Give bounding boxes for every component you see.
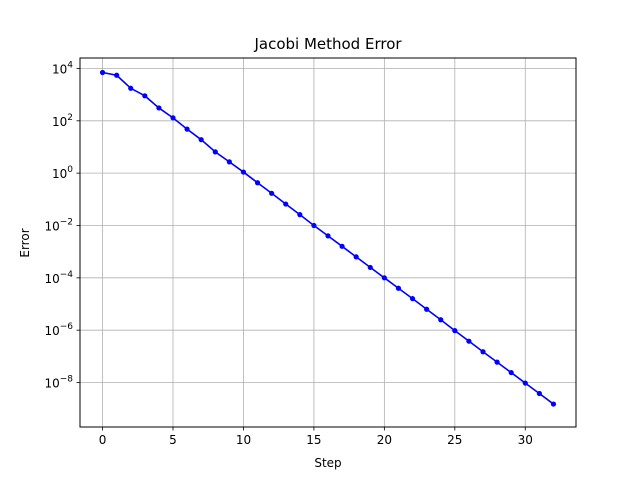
data-point xyxy=(311,222,317,229)
x-axis-ticks: 0 5 10 15 20 25 30 xyxy=(99,427,533,447)
data-point xyxy=(494,359,500,365)
data-point xyxy=(226,159,232,165)
data-point xyxy=(184,126,190,132)
y-tick-base: 10 xyxy=(44,324,59,338)
data-point xyxy=(114,72,120,78)
x-tick-label: 0 xyxy=(99,433,107,447)
data-point xyxy=(156,105,162,111)
data-point xyxy=(480,349,486,355)
y-tick-label: 10−8 xyxy=(44,375,73,391)
x-tick-label: 30 xyxy=(518,433,533,447)
data-point xyxy=(508,369,514,376)
data-point xyxy=(466,338,472,344)
y-tick-base: 10 xyxy=(44,219,59,233)
plot-frame xyxy=(79,57,577,428)
y-tick-base: 10 xyxy=(52,115,67,129)
data-point xyxy=(254,180,261,186)
y-tick-base: 10 xyxy=(44,272,59,286)
y-tick-exponent: 2 xyxy=(67,113,73,123)
data-point xyxy=(142,93,148,99)
series-layer xyxy=(99,69,557,407)
data-point xyxy=(99,69,106,76)
y-tick-label: 10−4 xyxy=(44,270,73,286)
y-tick-base: 10 xyxy=(52,62,67,76)
y-tick-label: 102 xyxy=(52,113,73,129)
grid-lines xyxy=(80,58,576,427)
y-tick-exponent: 0 xyxy=(67,165,73,175)
data-point xyxy=(170,115,176,121)
y-tick-label: 104 xyxy=(52,60,73,76)
y-axis-label: Error xyxy=(18,228,32,257)
data-point xyxy=(198,137,204,143)
data-point xyxy=(283,201,289,207)
x-tick-label: 20 xyxy=(377,433,392,447)
data-point xyxy=(325,233,331,239)
data-point xyxy=(424,306,430,312)
y-tick-label: 10−6 xyxy=(44,322,73,338)
y-tick-base: 10 xyxy=(52,167,67,181)
y-tick-exponent: 4 xyxy=(67,60,73,70)
x-tick-label: 5 xyxy=(169,433,177,447)
y-tick-exponent: −4 xyxy=(60,270,74,280)
x-tick-label: 15 xyxy=(306,433,321,447)
y-tick-base: 10 xyxy=(44,377,59,391)
data-point xyxy=(381,275,387,281)
chart-title: Jacobi Method Error xyxy=(253,35,402,53)
data-point xyxy=(269,190,275,196)
data-point xyxy=(353,254,359,260)
data-point xyxy=(550,401,557,407)
data-point xyxy=(297,212,303,218)
x-axis-label: Step xyxy=(314,456,341,470)
data-point xyxy=(339,243,345,249)
data-point xyxy=(536,390,542,397)
data-point xyxy=(522,380,528,386)
data-point xyxy=(128,85,134,91)
y-tick-exponent: −6 xyxy=(60,322,74,332)
x-tick-label: 25 xyxy=(447,433,462,447)
data-point xyxy=(212,149,218,155)
data-point xyxy=(452,328,458,334)
y-tick-exponent: −8 xyxy=(60,375,74,385)
data-point xyxy=(438,317,444,323)
x-tick-label: 10 xyxy=(236,433,251,447)
y-tick-label: 10−2 xyxy=(44,217,73,233)
data-point xyxy=(367,264,373,271)
y-tick-exponent: −2 xyxy=(60,217,73,227)
data-point xyxy=(240,169,247,175)
data-point xyxy=(395,285,402,291)
data-point xyxy=(409,296,416,302)
y-tick-label: 100 xyxy=(52,165,73,181)
